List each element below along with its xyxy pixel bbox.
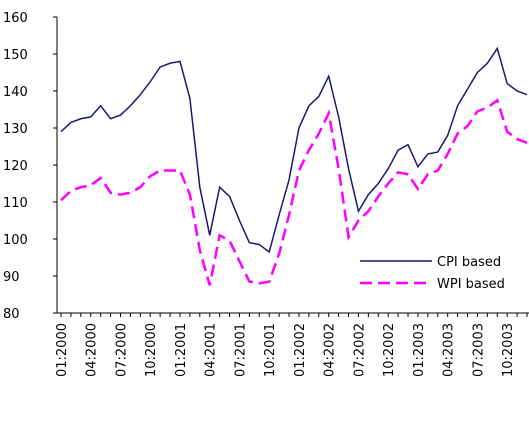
x-tick-label: 10:2000 — [144, 323, 159, 377]
x-tick-label: 04:2003 — [442, 323, 457, 377]
x-tick-label: 01:2003 — [412, 323, 427, 377]
legend-label: WPI based — [437, 277, 505, 292]
y-tick-label: 140 — [3, 85, 28, 100]
x-tick-label: 07:2000 — [114, 323, 129, 377]
y-tick-label: 130 — [3, 122, 28, 137]
legend-label: CPI based — [437, 255, 501, 270]
x-tick-label: 10:2001 — [263, 323, 278, 377]
x-tick-label: 07:2003 — [471, 323, 486, 377]
y-tick-label: 110 — [3, 196, 28, 211]
x-tick-label: 10:2003 — [501, 323, 516, 377]
y-tick-label: 120 — [3, 159, 28, 174]
x-tick-label: 07:2002 — [352, 323, 367, 377]
y-tick-label: 160 — [3, 11, 28, 26]
x-tick-label: 10:2002 — [382, 323, 397, 377]
x-tick-label: 01:2000 — [55, 323, 70, 377]
x-tick-label: 04:2002 — [323, 323, 338, 377]
y-tick-label: 80 — [3, 307, 20, 322]
line-series — [60, 98, 528, 286]
line-series — [60, 46, 528, 254]
x-tick-label: 04:2000 — [85, 323, 100, 377]
y-tick-label: 100 — [3, 233, 28, 248]
x-tick-label: 07:2001 — [233, 323, 248, 377]
x-tick-label: 01:2001 — [174, 323, 189, 377]
x-tick-label: 01:2002 — [293, 323, 308, 377]
y-tick-label: 90 — [3, 270, 20, 285]
x-tick-label: 04:2001 — [204, 323, 219, 377]
y-tick-label: 150 — [3, 48, 28, 63]
